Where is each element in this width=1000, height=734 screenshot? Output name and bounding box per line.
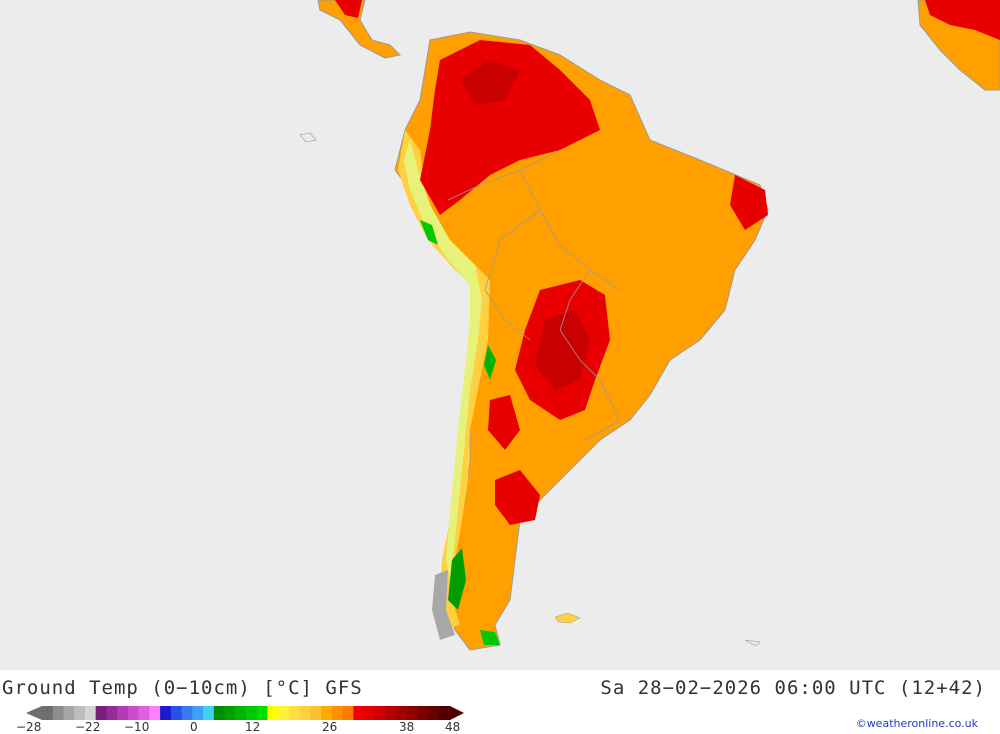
legend-arrow-low xyxy=(26,706,42,720)
legend-tick: −28 xyxy=(16,720,42,734)
legend-swatch xyxy=(407,706,419,720)
central-america xyxy=(317,0,402,59)
hot-zone-venezuela xyxy=(460,60,520,105)
legend-swatch xyxy=(138,706,150,720)
legend-swatch xyxy=(192,706,204,720)
legend-swatch xyxy=(106,706,118,720)
legend-swatch xyxy=(181,706,193,720)
legend-tick: 12 xyxy=(245,720,261,734)
legend-swatch xyxy=(74,706,86,720)
map-canvas xyxy=(299,0,1000,651)
central-america-hot xyxy=(335,0,362,18)
legend-swatch xyxy=(42,706,54,720)
legend-swatch xyxy=(342,706,354,720)
legend-tick: −10 xyxy=(124,720,150,734)
hot-zone-chaco-core xyxy=(535,310,590,390)
legend-swatch xyxy=(235,706,247,720)
legend-swatch xyxy=(374,706,387,720)
africa-hot xyxy=(925,0,1000,40)
valid-time-label: Sa 28−02−2026 06:00 UTC (12+42) xyxy=(600,677,986,699)
legend-swatch xyxy=(84,706,97,720)
legend-swatch xyxy=(396,706,408,720)
legend-swatch xyxy=(95,706,107,720)
legend-swatch xyxy=(52,706,64,720)
legend-swatch xyxy=(428,706,440,720)
legend-swatch xyxy=(310,706,322,720)
footer-panel xyxy=(0,670,1000,733)
credit-link[interactable]: ©weatheronline.co.uk xyxy=(855,717,978,730)
legend-swatch xyxy=(267,706,279,720)
legend-swatch xyxy=(321,706,333,720)
andes-pale-zone xyxy=(404,140,482,580)
cold-patch-patagonia xyxy=(448,548,466,610)
cold-patch-andes-central xyxy=(484,345,496,380)
cold-patch-andes-north xyxy=(420,220,438,245)
map-title: Ground Temp (0−10cm) [°C] GFS xyxy=(2,677,363,699)
legend-tick: 48 xyxy=(445,720,461,734)
legend-swatch xyxy=(160,706,172,720)
legend-swatch xyxy=(353,706,365,720)
legend-arrow-high xyxy=(450,706,464,720)
country-borders xyxy=(447,149,621,441)
falkland-islands xyxy=(554,612,581,624)
snow-patch-chile-south xyxy=(432,570,455,640)
hot-zone-patagonia xyxy=(495,470,540,525)
legend-swatch xyxy=(149,706,161,720)
legend-swatch xyxy=(417,706,430,720)
legend-tick: 38 xyxy=(399,720,415,734)
legend-swatch xyxy=(203,706,215,720)
legend-swatch xyxy=(170,706,183,720)
legend-swatch xyxy=(127,706,140,720)
legend-swatch xyxy=(278,706,290,720)
legend-swatch xyxy=(256,706,268,720)
legend-swatch xyxy=(439,706,451,720)
legend-swatch xyxy=(246,706,258,720)
legend-swatch xyxy=(117,706,129,720)
legend-tick: 0 xyxy=(190,720,198,734)
legend-swatch xyxy=(364,706,376,720)
legend-tick: −22 xyxy=(75,720,101,734)
legend-swatch xyxy=(331,706,344,720)
legend-swatch xyxy=(299,706,311,720)
legend-swatch xyxy=(224,706,236,720)
legend-swatch xyxy=(385,706,397,720)
legend-tick: 26 xyxy=(322,720,338,734)
cold-patch-tierra-del-fuego xyxy=(480,630,500,645)
legend-swatch xyxy=(288,706,301,720)
hot-zone-northeast xyxy=(730,175,768,230)
legend-swatch xyxy=(213,706,226,720)
legend-swatch xyxy=(63,706,75,720)
south-georgia xyxy=(744,639,761,647)
hot-zone-cuyo xyxy=(488,395,520,450)
color-legend xyxy=(26,706,464,720)
galapagos-islands xyxy=(299,132,317,143)
temperature-map xyxy=(0,0,1000,670)
